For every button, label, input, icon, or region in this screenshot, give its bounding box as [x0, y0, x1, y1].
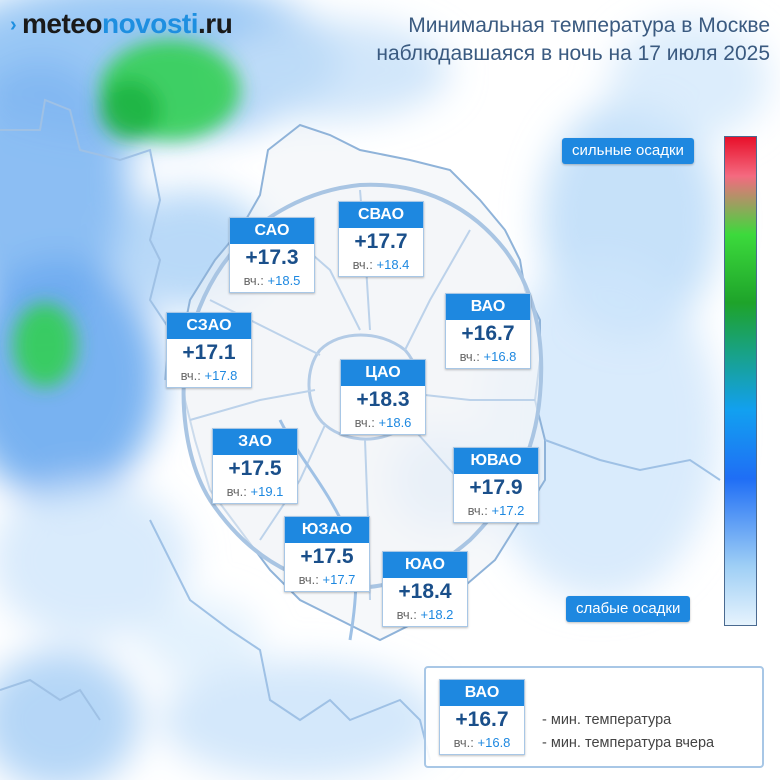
prev-label: вч.:	[298, 572, 319, 587]
prev-label: вч.:	[467, 503, 488, 518]
prev-label: вч.:	[396, 607, 417, 622]
district-name: СЗАО	[167, 313, 251, 339]
district-prev: вч.: +18.6	[341, 414, 425, 434]
prev-temp: +19.1	[250, 484, 284, 499]
district-temp: +16.7	[461, 322, 515, 345]
prev-temp: +18.2	[420, 607, 454, 622]
district-temp: +18.3	[356, 388, 410, 411]
prev-label: вч.:	[354, 415, 375, 430]
district-prev: вч.: +18.4	[339, 256, 423, 276]
prev-temp: +16.8	[483, 349, 517, 364]
green-precipitation	[13, 40, 240, 387]
district-card-sao: САО +17.3 вч.: +18.5	[229, 217, 315, 293]
district-card-zao: ЗАО +17.5 вч.: +19.1	[212, 428, 298, 504]
district-temp: +17.9	[469, 476, 523, 499]
district-card-vao: ВАО +16.7 вч.: +16.8	[445, 293, 531, 369]
district-name: ЮВАО	[454, 448, 538, 474]
district-card-yuao: ЮАО +18.4 вч.: +18.2	[382, 551, 468, 627]
district-name: ВАО	[446, 294, 530, 320]
district-name: ЦАО	[341, 360, 425, 386]
prev-temp: +17.8	[204, 368, 238, 383]
region-border	[0, 98, 721, 761]
prev-temp: +17.2	[491, 503, 525, 518]
district-temp: +17.5	[228, 457, 282, 480]
map-title: Минимальная температура в Москве наблюда…	[376, 12, 770, 68]
prev-label: вч.:	[459, 349, 480, 364]
logo-text-meteo: meteo	[22, 8, 102, 39]
legend-line-prev-temp: - мин. температура вчера	[542, 735, 715, 751]
district-prev: вч.: +19.1	[213, 483, 297, 503]
district-prev: вч.: +17.2	[454, 502, 538, 522]
district-temp: +17.3	[245, 246, 299, 269]
logo-mark-icon: ›	[10, 14, 17, 36]
district-name: САО	[230, 218, 314, 244]
district-card-yuvao: ЮВАО +17.9 вч.: +17.2	[453, 447, 539, 523]
district-temp: +17.1	[182, 341, 236, 364]
prev-temp: +17.7	[322, 572, 356, 587]
legend-box: ВАО +16.7 вч.: +16.8 - мин. температура …	[424, 666, 764, 768]
district-card-cao: ЦАО +18.3 вч.: +18.6	[340, 359, 426, 435]
site-logo[interactable]: › meteonovosti.ru	[10, 8, 233, 40]
district-prev: вч.: +18.5	[230, 272, 314, 292]
prev-label: вч.:	[180, 368, 201, 383]
legend-line-temp: - мин. температура	[542, 712, 672, 728]
title-line-2: наблюдавшаяся в ночь на 17 июля 2025	[376, 42, 770, 65]
district-name: ЗАО	[213, 429, 297, 455]
prev-label: вч.:	[453, 735, 474, 750]
prev-temp: +18.4	[376, 257, 410, 272]
prev-label: вч.:	[352, 257, 373, 272]
district-name: ЮЗАО	[285, 517, 369, 543]
prev-temp: +16.8	[477, 735, 511, 750]
legend-sample-temp: +16.7	[455, 708, 509, 731]
scale-bottom-label: слабые осадки	[566, 596, 691, 622]
prev-temp: +18.6	[378, 415, 412, 430]
title-line-1: Минимальная температура в Москве	[408, 14, 770, 37]
district-prev: вч.: +17.7	[285, 571, 369, 591]
logo-text-novosti: novosti	[101, 8, 199, 39]
district-temp: +18.4	[398, 580, 452, 603]
district-name: ЮАО	[383, 552, 467, 578]
district-prev: вч.: +17.8	[167, 367, 251, 387]
district-prev: вч.: +16.8	[446, 348, 530, 368]
precipitation-scale-bar	[724, 136, 757, 626]
prev-label: вч.:	[226, 484, 247, 499]
legend-sample-name: ВАО	[440, 680, 524, 706]
district-card-yuzao: ЮЗАО +17.5 вч.: +17.7	[284, 516, 370, 592]
prev-label: вч.:	[243, 273, 264, 288]
legend-sample-prev: вч.: +16.8	[440, 734, 524, 754]
district-card-szao: СЗАО +17.1 вч.: +17.8	[166, 312, 252, 388]
district-temp: +17.5	[300, 545, 354, 568]
logo-text-domain: .ru	[198, 8, 233, 39]
scale-top-label: сильные осадки	[562, 138, 694, 164]
prev-temp: +18.5	[267, 273, 301, 288]
district-temp: +17.7	[354, 230, 408, 253]
district-prev: вч.: +18.2	[383, 606, 467, 626]
district-name: СВАО	[339, 202, 423, 228]
legend-sample-card: ВАО +16.7 вч.: +16.8	[439, 679, 525, 755]
district-card-svao: СВАО +17.7 вч.: +18.4	[338, 201, 424, 277]
